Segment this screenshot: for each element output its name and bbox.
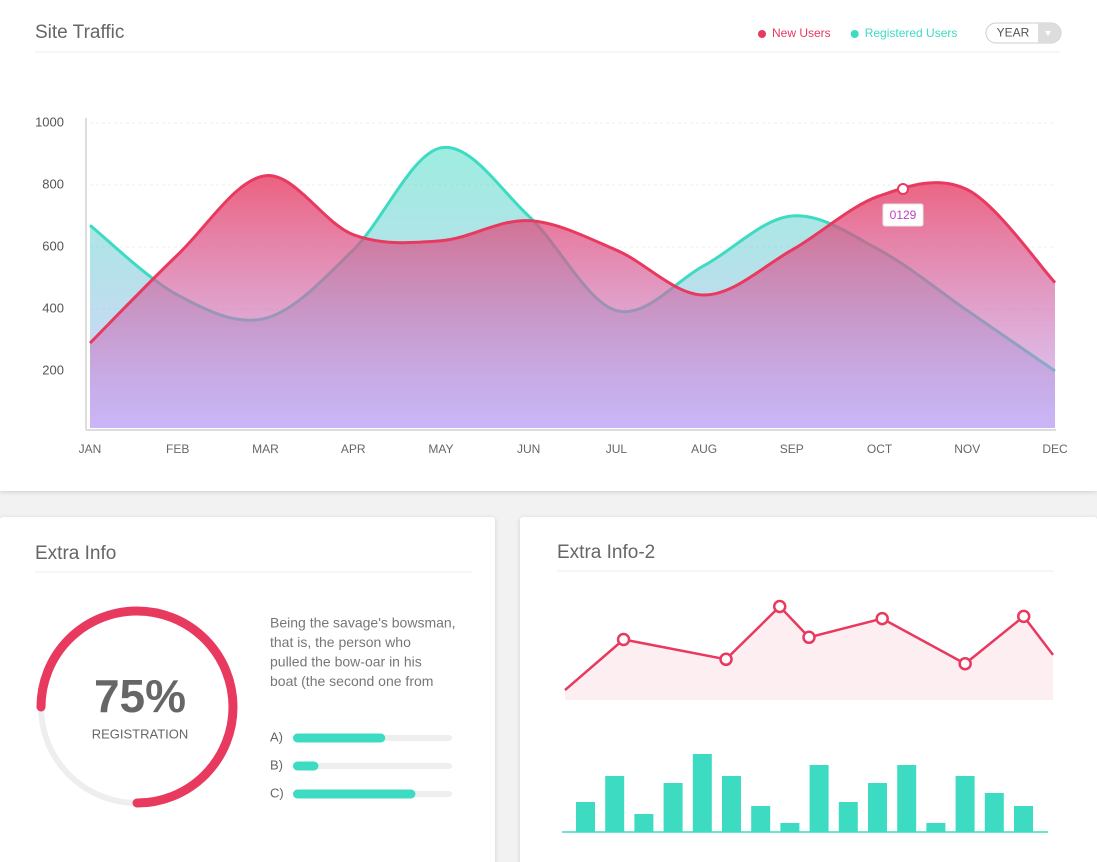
x-tick-label: SEP <box>780 442 804 456</box>
paragraph-line: that is, the person who <box>270 634 411 650</box>
bar <box>722 776 741 832</box>
line-point <box>719 652 733 667</box>
x-tick-label: APR <box>341 442 366 456</box>
line-point <box>772 599 787 614</box>
progress-bar <box>293 733 386 743</box>
paragraph-line: Being the savage's bowsman, <box>270 615 456 631</box>
progress-track <box>293 763 452 769</box>
x-tick-label: JUN <box>517 442 540 456</box>
donut-value: 75% <box>94 670 186 722</box>
y-tick-label: 800 <box>42 176 64 191</box>
bar <box>926 823 946 832</box>
bar <box>692 754 712 832</box>
progress-label: B) <box>270 757 283 772</box>
bar <box>576 802 595 832</box>
legend-label: New Users <box>772 26 831 40</box>
bar <box>1014 806 1033 832</box>
x-tick-label: AUG <box>691 442 717 456</box>
y-tick-label: 400 <box>42 300 64 315</box>
bar <box>809 765 829 832</box>
x-tick-label: DEC <box>1042 442 1068 456</box>
x-tick-label: JUL <box>606 442 628 456</box>
paragraph-line: boat (the second one from <box>270 673 433 689</box>
bar <box>634 814 654 832</box>
bar <box>663 783 683 832</box>
x-tick-label: FEB <box>166 442 189 456</box>
paragraph-line: pulled the bow-oar in his <box>270 654 422 670</box>
line-point <box>616 632 631 647</box>
donut-label: REGISTRATION <box>92 726 189 741</box>
series-area <box>90 175 1055 428</box>
line-point <box>802 630 816 645</box>
line-point <box>1016 609 1031 624</box>
line-area <box>565 606 1053 700</box>
tooltip-text: 0129 <box>890 208 917 222</box>
y-tick-label: 600 <box>42 238 64 253</box>
bar <box>605 776 625 832</box>
x-tick-label: MAY <box>428 442 453 456</box>
x-tick-label: OCT <box>867 442 893 456</box>
tooltip-marker <box>897 183 909 195</box>
select-label[interactable]: YEAR <box>997 26 1030 40</box>
progress-label: A) <box>270 729 283 744</box>
select-arrow[interactable] <box>1045 31 1051 36</box>
donut-arc <box>36 606 238 808</box>
line-point <box>958 656 972 671</box>
bar <box>780 823 800 832</box>
progress-bar <box>293 761 319 771</box>
y-tick-label: 200 <box>42 362 64 377</box>
bar <box>868 783 887 832</box>
y-tick-label: 1000 <box>35 114 64 129</box>
tooltip-box <box>882 203 924 227</box>
period-select[interactable]: YEAR <box>985 22 1062 44</box>
x-tick-label: MAR <box>252 442 279 456</box>
bar <box>838 802 858 832</box>
line-point <box>875 611 889 626</box>
progress-bar <box>293 789 416 799</box>
card-title: Extra Info-2 <box>557 542 655 563</box>
extra-info-card <box>0 517 495 862</box>
progress-label: C) <box>270 785 284 800</box>
legend-swatch <box>850 30 859 38</box>
bar <box>751 806 771 832</box>
card-title: Site Traffic <box>35 22 124 43</box>
legend-swatch <box>758 30 766 38</box>
legend-label: Registered Users <box>865 26 958 40</box>
bar <box>984 793 1004 832</box>
series-line <box>88 174 1057 345</box>
x-tick-label: JAN <box>79 442 102 456</box>
card-title: Extra Info <box>35 543 116 564</box>
bar <box>955 776 975 832</box>
bar <box>897 765 917 832</box>
x-tick-label: NOV <box>954 442 980 456</box>
